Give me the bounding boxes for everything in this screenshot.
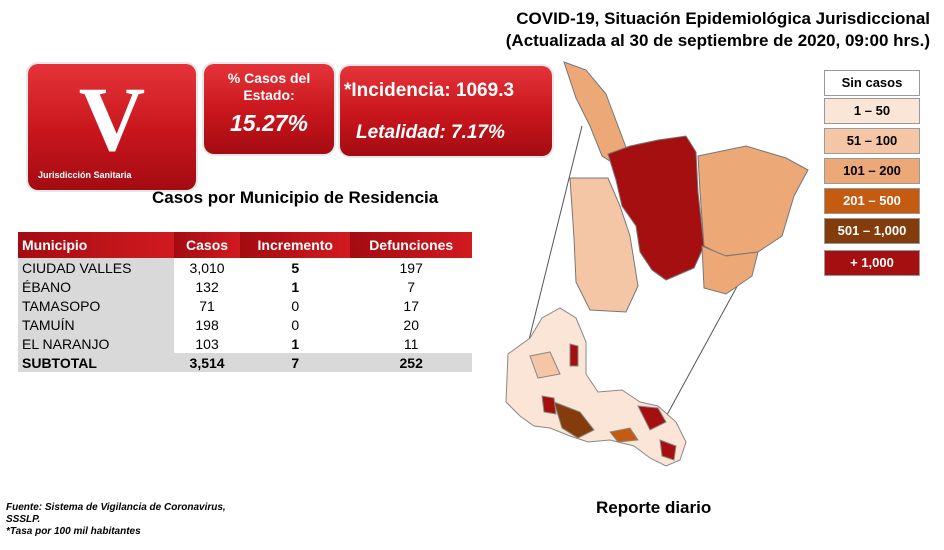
cell-incremento: 0 [291, 297, 300, 314]
cell-incremento: 1 [291, 278, 300, 295]
state-map-region [569, 343, 579, 367]
subtotal-label: SUBTOTAL [18, 353, 174, 372]
table-header-row: Municipio Casos Incremento Defunciones [18, 232, 472, 258]
cell-casos: 198 [195, 316, 219, 333]
legend-label: 501 – 1,000 [837, 223, 907, 238]
state-map-region [659, 439, 677, 461]
state-share-label: % Casos del Estado: [227, 70, 311, 103]
state-map-region [637, 405, 667, 431]
cell-casos: 3,010 [189, 259, 225, 276]
state-map-region [609, 427, 639, 443]
subtotal-casos: 3,514 [174, 353, 241, 372]
cell-casos: 132 [195, 278, 219, 295]
table-row: ÉBANO 132 1 7 [18, 277, 472, 296]
legend-item: 51 – 100 [824, 128, 920, 154]
cell-incremento: 1 [291, 335, 300, 352]
legend-item: Sin casos [824, 70, 920, 96]
municipality-tamuin [701, 245, 759, 295]
legend-item: 101 – 200 [824, 158, 920, 184]
cell-defunciones: 17 [403, 297, 419, 314]
state-share-card: % Casos del Estado: 15.27% [204, 64, 334, 154]
state-share-value: 15.27% [229, 110, 308, 136]
subtotal-incremento: 7 [240, 353, 351, 372]
municipality-ebano [697, 145, 809, 257]
column-header-defunciones: Defunciones [350, 232, 472, 258]
legend-label: Sin casos [841, 75, 903, 90]
incidence-value: *Incidencia: 1069.3 [344, 80, 515, 101]
source-line-1: Fuente: Sistema de Vigilancia de Coronav… [6, 502, 226, 513]
cell-casos: 103 [195, 335, 219, 352]
table-row: CIUDAD VALLES 3,010 5 197 [18, 258, 472, 277]
legend-label: 51 – 100 [846, 133, 898, 148]
column-header-municipio: Municipio [18, 232, 174, 258]
cell-defunciones: 7 [407, 278, 416, 295]
page-title: COVID-19, Situación Epidemiológica Juris… [506, 8, 930, 52]
jurisdiction-label: Jurisdicción Sanitaria [38, 170, 132, 180]
legend-item: + 1,000 [824, 250, 920, 276]
title-line-1: COVID-19, Situación Epidemiológica Juris… [516, 9, 930, 28]
rate-note: *Tasa por 100 mil habitantes [6, 526, 141, 537]
cell-municipio: ÉBANO [18, 277, 174, 296]
jurisdiction-badge: V Jurisdicción Sanitaria [28, 64, 196, 190]
cell-municipio: TAMASOPO [18, 296, 174, 315]
subtotal-row: SUBTOTAL 3,514 7 252 [18, 353, 472, 372]
state-map-region [529, 351, 561, 379]
cell-defunciones: 197 [399, 259, 423, 276]
column-header-casos: Casos [174, 232, 241, 258]
legend-label: + 1,000 [850, 255, 894, 270]
column-header-incremento: Incremento [240, 232, 351, 258]
title-line-2: (Actualizada al 30 de septiembre de 2020… [505, 31, 930, 50]
jurisdiction-map [505, 61, 809, 467]
source-line-2: SSSLP. [6, 514, 41, 525]
rates-card: *Incidencia: 1069.3 Letalidad: 7.17% [340, 66, 552, 156]
subtotal-defunciones: 252 [350, 353, 472, 372]
municipality-tamasopo [569, 177, 639, 313]
footer-source: Fuente: Sistema de Vigilancia de Coronav… [6, 502, 226, 538]
legend-label: 101 – 200 [843, 163, 901, 178]
table-title: Casos por Municipio de Residencia [152, 188, 439, 207]
cell-municipio: TAMUÍN [18, 315, 174, 334]
cell-casos: 71 [199, 297, 215, 314]
table-row: TAMUÍN 198 0 20 [18, 315, 472, 334]
state-map [505, 307, 687, 467]
municipality-ciudad-valles [607, 135, 705, 281]
cases-table: Municipio Casos Incremento Defunciones C… [18, 232, 472, 372]
report-label: Reporte diario [596, 498, 712, 517]
cell-municipio: CIUDAD VALLES [18, 258, 174, 277]
jurisdiction-letter: V [78, 68, 146, 170]
table-row: EL NARANJO 103 1 11 [18, 334, 472, 353]
cell-defunciones: 20 [403, 316, 419, 333]
legend-label: 1 – 50 [853, 103, 891, 118]
cell-defunciones: 11 [403, 335, 419, 352]
lethality-value: Letalidad: 7.17% [356, 122, 505, 143]
state-map-region [553, 401, 595, 439]
legend-label: 201 – 500 [843, 193, 901, 208]
legend-item: 1 – 50 [824, 98, 920, 124]
cell-incremento: 0 [291, 316, 300, 333]
table-row: TAMASOPO 71 0 17 [18, 296, 472, 315]
state-map-region [541, 395, 557, 415]
legend-item: 501 – 1,000 [824, 218, 920, 244]
legend-item: 201 – 500 [824, 188, 920, 214]
cell-municipio: EL NARANJO [18, 334, 174, 353]
zoom-connector-line [519, 125, 583, 377]
cell-incremento: 5 [291, 259, 300, 276]
